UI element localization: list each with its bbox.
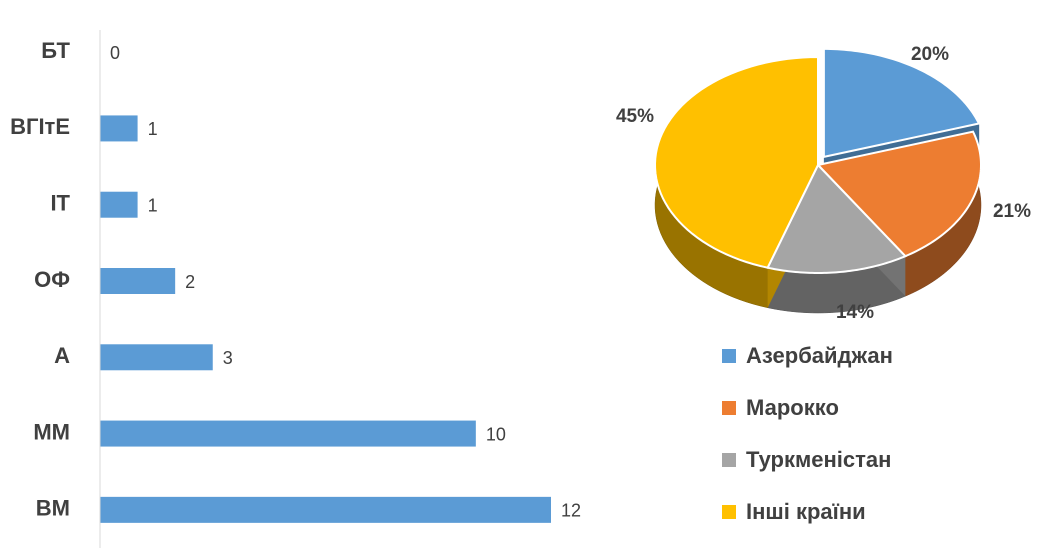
value-label: 3 <box>223 348 233 368</box>
pie-value-label: 45% <box>616 106 654 127</box>
legend-label: Туркменістан <box>746 447 891 472</box>
legend-label: Інші країни <box>746 499 866 524</box>
category-label: ММ <box>33 419 70 444</box>
legend-swatch <box>722 505 736 519</box>
value-label: 12 <box>561 501 581 521</box>
category-label: ІТ <box>50 191 70 216</box>
value-label: 1 <box>148 195 158 215</box>
legend-swatch <box>722 453 736 467</box>
pie-slice <box>822 47 981 159</box>
bar <box>100 420 476 447</box>
category-label: БТ <box>41 38 70 63</box>
pie-slice <box>816 130 982 258</box>
pie-value-label: 14% <box>836 302 874 323</box>
category-label: ОФ <box>34 267 70 292</box>
pie-slice <box>654 55 819 269</box>
bar <box>100 496 551 523</box>
legend-label: Азербайджан <box>746 343 893 368</box>
bar <box>100 115 138 142</box>
pie-value-label: 20% <box>911 44 949 65</box>
legend-label: Марокко <box>746 395 839 420</box>
legend-swatch <box>722 349 736 363</box>
category-label: ВГІтЕ <box>10 114 70 139</box>
category-label: А <box>54 343 70 368</box>
pie-value-label: 21% <box>993 201 1031 222</box>
value-label: 2 <box>185 272 195 292</box>
bar <box>100 344 213 371</box>
bar <box>100 191 138 218</box>
value-label: 10 <box>486 424 506 444</box>
pie-slice <box>766 163 908 274</box>
value-label: 1 <box>148 119 158 139</box>
bar <box>100 268 176 294</box>
category-label: ВМ <box>36 496 70 521</box>
value-label: 0 <box>110 43 120 63</box>
legend-swatch <box>722 401 736 415</box>
